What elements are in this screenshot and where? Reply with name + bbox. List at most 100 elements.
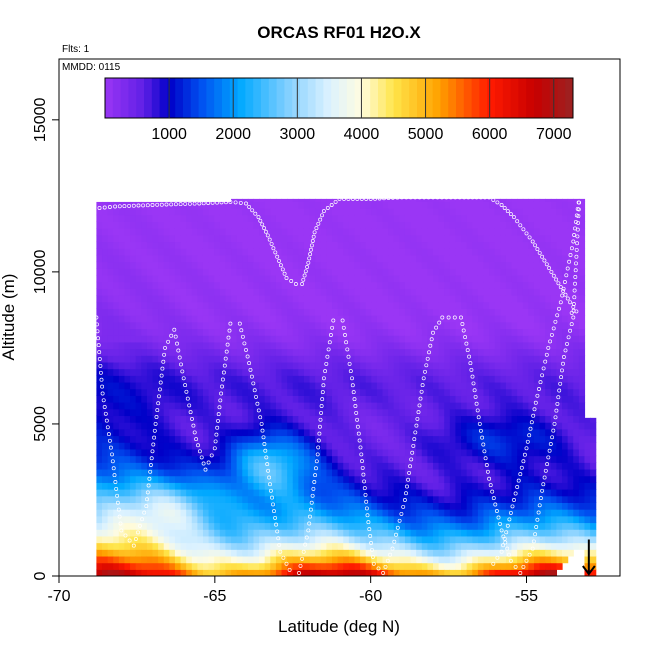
heatmap-cell xyxy=(292,274,299,283)
heatmap-cell xyxy=(146,422,154,430)
heatmap-cell xyxy=(303,301,311,309)
heatmap-cell xyxy=(337,228,344,236)
heatmap-cell xyxy=(562,301,569,309)
heatmap-cell xyxy=(259,208,266,216)
heatmap-cell xyxy=(539,355,546,363)
heatmap-cell xyxy=(236,268,243,276)
heatmap-cell xyxy=(298,268,305,276)
heatmap-cell xyxy=(202,295,210,303)
heatmap-cell xyxy=(343,281,350,289)
heatmap-cell xyxy=(236,355,243,363)
heatmap-cell xyxy=(247,455,255,463)
heatmap-cell xyxy=(292,214,299,222)
heatmap-cell xyxy=(270,335,277,343)
heatmap-cell xyxy=(191,254,198,263)
heatmap-cell xyxy=(500,502,507,510)
heatmap-cell xyxy=(550,448,558,457)
heatmap-cell xyxy=(354,261,361,269)
heatmap-cell xyxy=(169,455,176,463)
heatmap-cell xyxy=(483,228,490,236)
heatmap-cell xyxy=(472,208,479,216)
heatmap-cell xyxy=(158,395,165,403)
heatmap-cell xyxy=(303,248,311,256)
heatmap-cell xyxy=(113,448,120,457)
track-point xyxy=(94,315,99,320)
heatmap-cell xyxy=(96,455,103,463)
heatmap-cell xyxy=(169,295,176,303)
heatmap-cell xyxy=(107,321,114,330)
heatmap-cell xyxy=(113,221,120,229)
heatmap-cell xyxy=(421,208,428,216)
heatmap-cell xyxy=(421,515,428,524)
heatmap-cell xyxy=(96,288,103,296)
heatmap-cell xyxy=(466,368,473,376)
heatmap-cell xyxy=(517,555,524,564)
heatmap-cell xyxy=(281,201,288,209)
heatmap-cell xyxy=(118,388,126,396)
heatmap-cell xyxy=(371,328,378,336)
heatmap-cell xyxy=(219,208,227,216)
heatmap-cell xyxy=(96,489,103,497)
heatmap-cell xyxy=(102,348,109,356)
heatmap-cell xyxy=(315,455,322,463)
heatmap-cell xyxy=(197,308,204,316)
heatmap-cell xyxy=(500,555,507,564)
heatmap-cell xyxy=(337,234,344,243)
heatmap-cell xyxy=(158,315,165,323)
heatmap-cell xyxy=(275,248,283,256)
heatmap-cell xyxy=(545,295,552,303)
heatmap-cell xyxy=(320,435,328,443)
heatmap-cell xyxy=(404,241,412,249)
heatmap-cell xyxy=(343,435,350,443)
heatmap-cell xyxy=(466,295,473,303)
heatmap-cell xyxy=(326,455,333,463)
heatmap-cell xyxy=(96,529,103,537)
heatmap-cell xyxy=(444,535,451,544)
heatmap-cell xyxy=(388,569,395,576)
heatmap-cell xyxy=(208,241,215,249)
heatmap-cell xyxy=(275,198,283,202)
heatmap-cell xyxy=(208,569,215,576)
heatmap-cell xyxy=(141,535,148,544)
heatmap-cell xyxy=(404,228,412,236)
heatmap-cell xyxy=(186,221,193,229)
heatmap-cell xyxy=(382,535,389,544)
heatmap-cell xyxy=(556,321,563,330)
heatmap-cell xyxy=(522,415,529,423)
heatmap-cell xyxy=(584,515,591,524)
heatmap-cell xyxy=(365,198,372,202)
heatmap-cell xyxy=(550,355,558,363)
heatmap-cell xyxy=(332,529,339,537)
heatmap-cell xyxy=(528,328,535,336)
heatmap-cell xyxy=(113,549,120,557)
heatmap-cell xyxy=(360,529,367,537)
heatmap-cell xyxy=(371,428,378,437)
heatmap-cell xyxy=(303,388,311,396)
heatmap-cell xyxy=(163,442,170,450)
heatmap-cell xyxy=(231,381,238,390)
heatmap-cell xyxy=(242,495,249,503)
heatmap-cell xyxy=(522,442,529,450)
heatmap-cell xyxy=(292,321,299,330)
heatmap-cell xyxy=(259,408,266,417)
heatmap-cell xyxy=(146,254,154,263)
heatmap-cell xyxy=(399,308,406,316)
heatmap-cell xyxy=(141,335,148,343)
heatmap-cell xyxy=(152,402,159,410)
heatmap-cell xyxy=(281,428,288,437)
heatmap-cell xyxy=(343,214,350,222)
heatmap-cell xyxy=(393,482,400,490)
heatmap-cell xyxy=(500,341,507,350)
heatmap-cell xyxy=(449,475,457,483)
heatmap-cell xyxy=(545,355,552,363)
heatmap-cell xyxy=(130,268,137,276)
heatmap-cell xyxy=(399,535,406,544)
heatmap-cell xyxy=(438,288,445,296)
heatmap-cell xyxy=(365,468,372,477)
heatmap-cell xyxy=(332,261,339,269)
heatmap-cell xyxy=(433,549,440,557)
heatmap-cell xyxy=(489,261,496,269)
heatmap-cell xyxy=(533,261,541,269)
heatmap-cell xyxy=(550,221,558,229)
heatmap-cell xyxy=(320,381,328,390)
